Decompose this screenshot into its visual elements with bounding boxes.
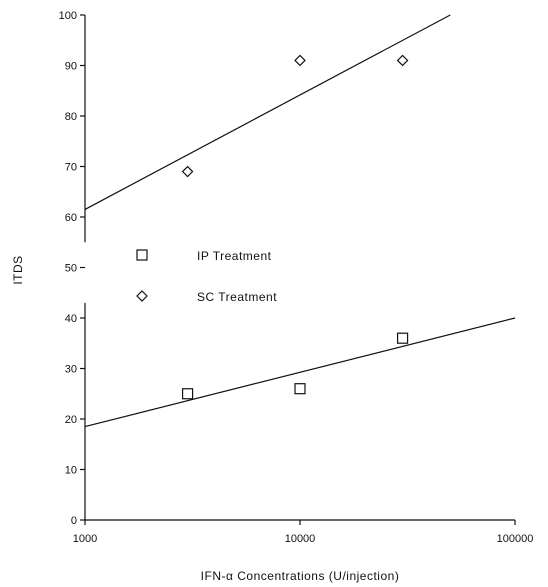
y-tick-label: 10 (65, 465, 77, 477)
y-tick-label: 100 (59, 10, 77, 22)
y-tick-label: 70 (65, 162, 77, 174)
x-axis-title: IFN-α Concentrations (U/injection) (201, 569, 400, 583)
y-tick-label: 80 (65, 111, 77, 123)
ip-data-point (294, 383, 306, 395)
y-tick-label: 40 (65, 313, 77, 325)
y-axis-title: ITDS (11, 255, 25, 284)
y-tick-label: 0 (71, 515, 77, 527)
legend: IP Treatment SC Treatment (136, 249, 277, 304)
y-tick-label: 50 (65, 263, 77, 275)
trend-lines (84, 14, 516, 428)
x-tick-label: 10000 (285, 533, 316, 545)
legend-ip-label: IP Treatment (197, 249, 272, 263)
y-tick-label: 20 (65, 414, 77, 426)
legend-sc-label: SC Treatment (197, 290, 277, 304)
axes: 0 10 20 30 40 50 60 70 80 90 100 1000 10000 100000 (59, 10, 534, 545)
x-tick-label: 100000 (497, 533, 534, 545)
sc-data-point (294, 54, 306, 67)
ip-trend-line (84, 317, 516, 428)
data-points (181, 54, 409, 400)
x-tick-label: 1000 (73, 533, 97, 545)
ip-data-point (396, 332, 409, 344)
y-tick-label: 90 (65, 61, 77, 73)
legend-ip-marker (136, 249, 148, 261)
sc-data-point (181, 165, 194, 178)
sc-trend-line (84, 14, 451, 210)
y-tick-label: 30 (65, 364, 77, 376)
sc-data-point (396, 54, 409, 67)
legend-sc-marker (136, 290, 148, 302)
y-tick-label: 60 (65, 212, 77, 224)
ip-data-point (181, 388, 194, 400)
